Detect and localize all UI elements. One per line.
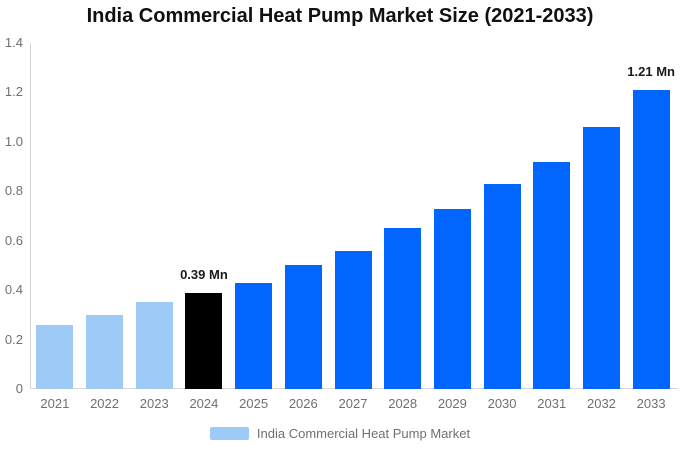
bar-2021 (36, 325, 74, 389)
bar-2026 (284, 265, 322, 389)
bar-2028 (384, 228, 422, 389)
legend: India Commercial Heat Pump Market (0, 426, 680, 441)
x-tick-label: 2025 (239, 396, 269, 411)
y-axis-line (30, 43, 31, 389)
y-tick-label: 0 (15, 381, 23, 396)
chart-title: India Commercial Heat Pump Market Size (… (86, 5, 594, 27)
x-tick-label: 2024 (189, 396, 219, 411)
bar-2022 (86, 315, 124, 389)
x-tick-label: 2027 (338, 396, 368, 411)
bar-2032 (582, 127, 620, 389)
y-tick-label: 1.2 (4, 84, 23, 100)
x-tick-label: 2030 (487, 396, 517, 411)
x-tick-label: 2031 (537, 396, 567, 411)
x-tick-label: 2033 (636, 396, 666, 411)
y-tick-label: 0.8 (4, 183, 23, 199)
bar-2033 (632, 90, 670, 389)
legend-label: India Commercial Heat Pump Market (256, 426, 471, 441)
x-tick-label: 2026 (288, 396, 318, 411)
x-tick-label: 2029 (437, 396, 467, 411)
legend-item[interactable]: India Commercial Heat Pump Market (209, 426, 471, 441)
y-tick-label: 0.6 (4, 232, 23, 248)
x-tick-label: 2021 (40, 396, 70, 411)
bar-2024 (185, 293, 223, 389)
y-tick-label: 1.4 (4, 35, 23, 50)
bar-value-label: 0.39 Mn (180, 267, 228, 282)
bar-value-label: 1.21 Mn (627, 64, 675, 79)
x-tick-label: 2023 (139, 396, 169, 411)
bar-2023 (135, 302, 173, 389)
x-tick-label: 2028 (388, 396, 418, 411)
bar-2031 (533, 162, 571, 389)
bar-2029 (433, 209, 471, 389)
legend-swatch (209, 427, 249, 440)
y-tick-label: 0.2 (4, 331, 23, 347)
x-tick-label: 2032 (586, 396, 616, 411)
y-tick-label: 1.0 (4, 133, 23, 149)
bar-2025 (235, 283, 273, 389)
bar-2027 (334, 251, 372, 389)
bar-2030 (483, 184, 521, 389)
y-tick-label: 0.4 (4, 282, 23, 298)
x-tick-label: 2022 (90, 396, 119, 411)
